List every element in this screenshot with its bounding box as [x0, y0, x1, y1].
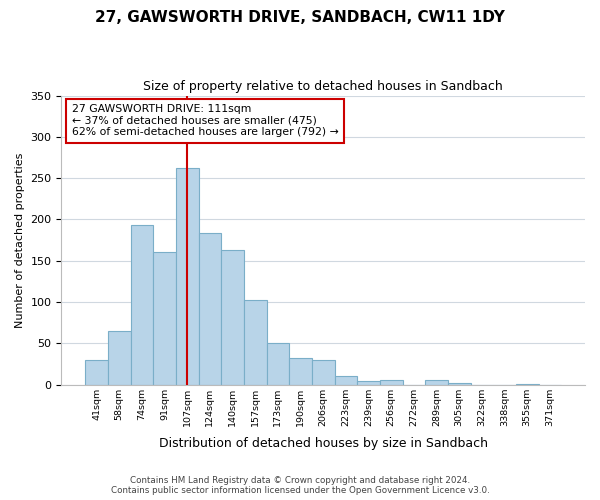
Text: 27, GAWSWORTH DRIVE, SANDBACH, CW11 1DY: 27, GAWSWORTH DRIVE, SANDBACH, CW11 1DY — [95, 10, 505, 25]
Bar — [266, 344, 289, 384]
Bar — [425, 380, 448, 384]
Bar — [199, 232, 221, 384]
Bar — [153, 252, 176, 384]
Bar — [448, 383, 470, 384]
Bar — [108, 331, 131, 384]
Text: Contains HM Land Registry data © Crown copyright and database right 2024.
Contai: Contains HM Land Registry data © Crown c… — [110, 476, 490, 495]
Bar — [312, 360, 335, 384]
Bar — [289, 358, 312, 384]
Y-axis label: Number of detached properties: Number of detached properties — [15, 152, 25, 328]
Bar — [221, 250, 244, 384]
Bar — [380, 380, 403, 384]
Bar — [176, 168, 199, 384]
Title: Size of property relative to detached houses in Sandbach: Size of property relative to detached ho… — [143, 80, 503, 93]
Bar — [357, 382, 380, 384]
Text: 27 GAWSWORTH DRIVE: 111sqm
← 37% of detached houses are smaller (475)
62% of sem: 27 GAWSWORTH DRIVE: 111sqm ← 37% of deta… — [72, 104, 338, 138]
X-axis label: Distribution of detached houses by size in Sandbach: Distribution of detached houses by size … — [159, 437, 488, 450]
Bar — [85, 360, 108, 384]
Bar — [335, 376, 357, 384]
Bar — [244, 300, 266, 384]
Bar — [131, 225, 153, 384]
